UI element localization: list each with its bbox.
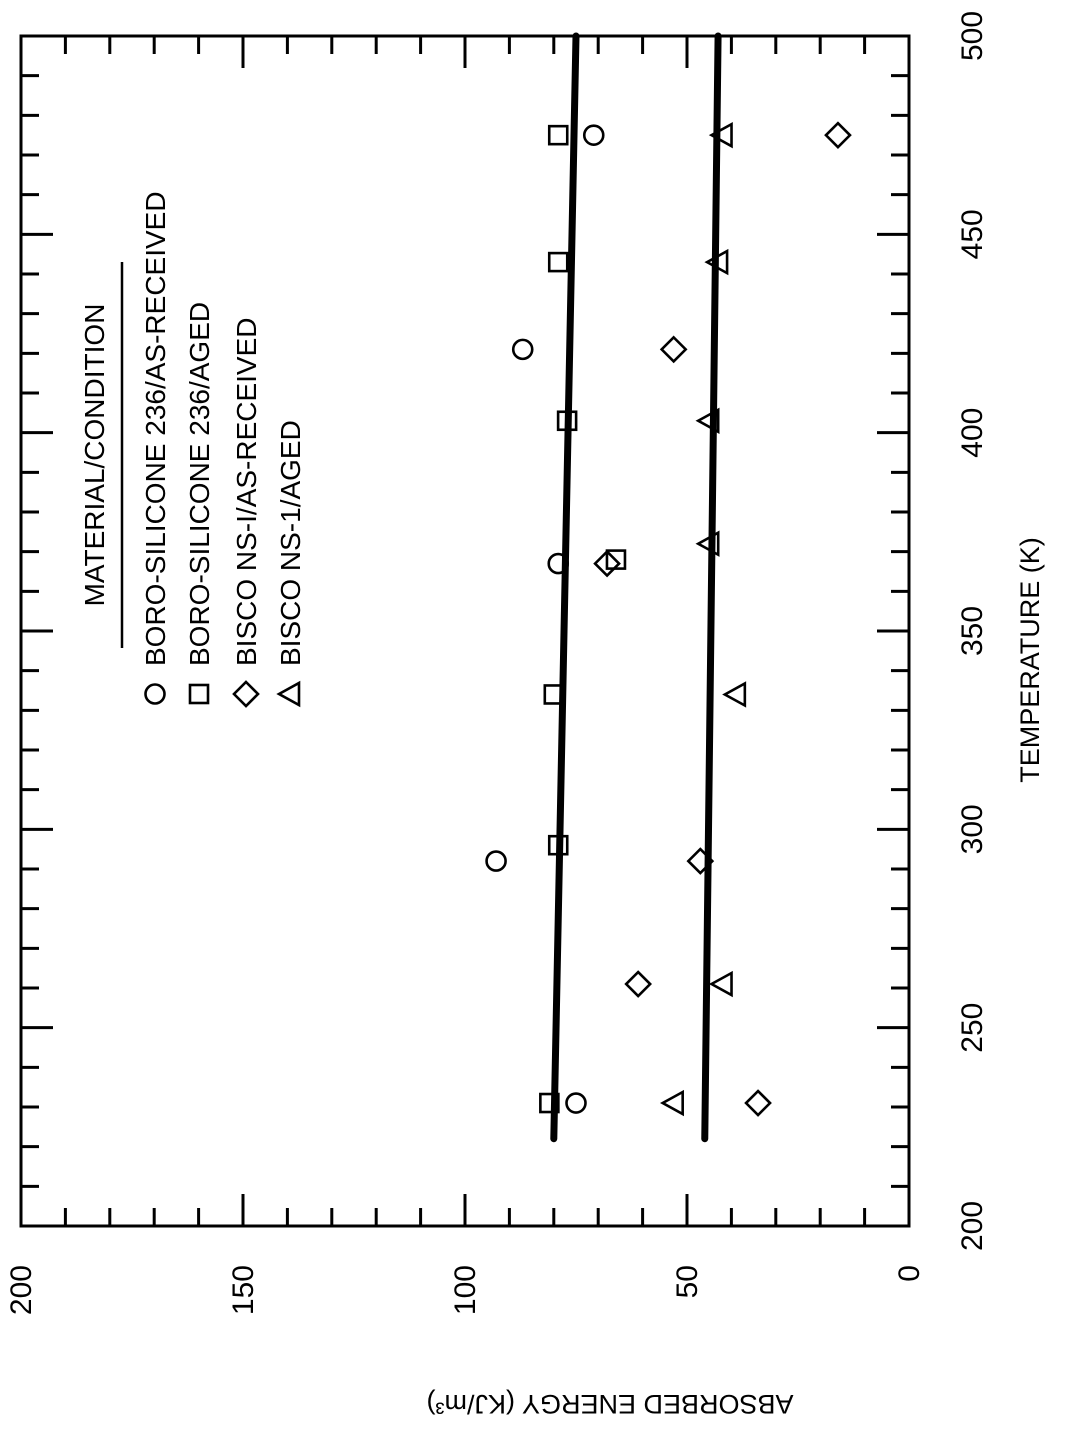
- data-point-circle: [565, 1092, 587, 1114]
- data-point-triangle: [695, 530, 720, 557]
- legend-entry-label: BISCO NS-I/AS-RECEIVED: [231, 317, 262, 666]
- data-point-triangle: [704, 248, 729, 276]
- data-point-diamond: [659, 335, 688, 364]
- y-tick-label: 100: [449, 1265, 482, 1315]
- data-point-triangle: [708, 970, 733, 998]
- data-point-triangle: [708, 121, 733, 149]
- legend: MATERIAL/CONDITION BORO-SILICONE 236/AS-R…: [79, 191, 306, 708]
- x-tick-label: 250: [956, 1003, 989, 1053]
- x-tick-label: 300: [956, 804, 989, 854]
- data-point-triangle: [722, 681, 747, 708]
- legend-marker-square: [188, 683, 210, 705]
- data-point-square: [547, 834, 569, 856]
- data-point-diamond: [686, 847, 715, 875]
- legend-marker-diamond: [232, 680, 260, 708]
- data-point-circle: [485, 850, 507, 872]
- legend-title: MATERIAL/CONDITION: [79, 304, 110, 607]
- data-point-diamond: [624, 970, 652, 998]
- fit-lines: [550, 32, 722, 1143]
- x-tick-label: 350: [956, 606, 989, 656]
- legend-entry-label: BISCO NS-1/AGED: [275, 420, 306, 666]
- data-point-square: [547, 124, 569, 146]
- data-point-diamond: [824, 121, 852, 150]
- axis-ticks: [19, 34, 911, 1228]
- x-tick-label: 200: [956, 1201, 989, 1251]
- data-point-diamond: [744, 1089, 772, 1117]
- data-point-circle: [547, 552, 570, 575]
- legend-entry-label: BORO-SILICONE 236/AS-RECEIVED: [140, 191, 171, 666]
- data-point-circle: [511, 338, 534, 361]
- data-point-diamond: [593, 549, 621, 578]
- fit-line: [550, 32, 580, 1143]
- y-tick-label: 200: [5, 1265, 38, 1315]
- data-point-square: [547, 251, 569, 273]
- y-tick-label: 50: [671, 1265, 704, 1298]
- data-point-square: [543, 684, 565, 705]
- x-tick-label: 500: [956, 11, 989, 61]
- y-axis-label: ABSORBED ENERGY (KJ/m³): [426, 1389, 793, 1419]
- legend-entry-label: BORO-SILICONE 236/AGED: [184, 302, 215, 666]
- data-points: [485, 121, 852, 1117]
- data-point-square: [539, 1092, 560, 1114]
- y-tick-label: 0: [893, 1265, 926, 1282]
- y-tick-labels: 0 50 100 150 200: [5, 1265, 926, 1315]
- fit-line: [701, 32, 722, 1143]
- data-point-square: [605, 549, 627, 570]
- x-tick-labels: 200 250 300 350 400 450 500: [956, 11, 989, 1251]
- y-tick-label: 150: [227, 1265, 260, 1315]
- legend-marker-triangle: [276, 680, 301, 708]
- legend-marker-circle: [144, 683, 166, 705]
- data-point-triangle: [659, 1089, 684, 1117]
- x-axis-label: TEMPERATURE (K): [1015, 537, 1045, 783]
- data-point-circle: [582, 124, 605, 146]
- x-tick-label: 450: [956, 209, 989, 259]
- data-point-square: [556, 410, 578, 432]
- data-point-triangle: [695, 407, 720, 434]
- x-tick-label: 400: [956, 408, 989, 458]
